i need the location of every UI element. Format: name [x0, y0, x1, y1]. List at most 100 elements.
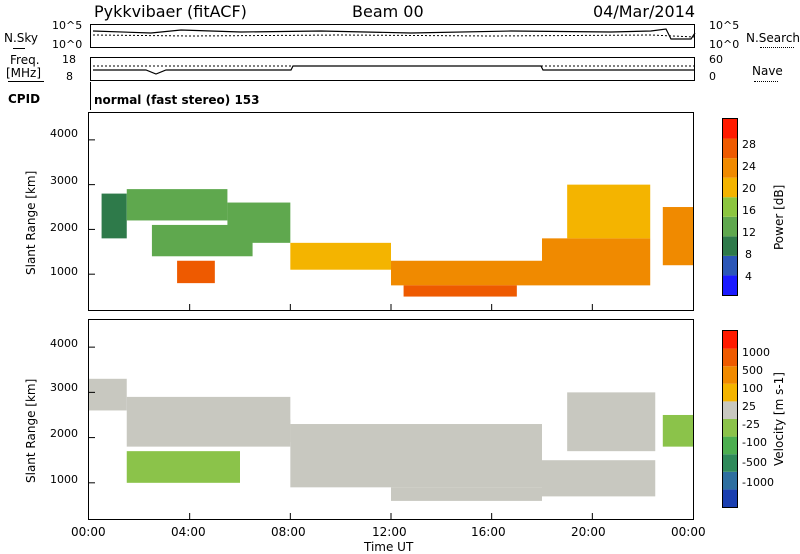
heatmap-cell-10 — [662, 207, 693, 266]
colorbar-segment-0 — [723, 275, 737, 295]
velocity-ytick-1000: 1000 — [50, 473, 78, 486]
nsearch-underline — [760, 47, 794, 48]
velocity-cbar-tick-100: 100 — [742, 382, 763, 395]
freq-panel — [90, 57, 695, 81]
power-heatmap — [89, 139, 693, 310]
freq-underline — [8, 81, 44, 82]
nsky-label: N.Sky — [4, 31, 39, 45]
nave-tick-high: 60 — [709, 53, 723, 66]
colorbar-segment-2 — [723, 236, 737, 256]
colorbar-segment-3 — [723, 216, 737, 237]
power-colorbar — [722, 118, 738, 296]
cpid-divider — [90, 82, 91, 110]
xtick-4: 16:00 — [471, 525, 506, 539]
nsearch-label: N.Search — [746, 31, 800, 45]
colorbar-segment-0 — [723, 489, 737, 507]
power-cbar-tick-4: 4 — [745, 270, 752, 283]
velocity-cbar-tick-neg500: -500 — [742, 456, 767, 469]
power-cbar-tick-12: 12 — [742, 226, 756, 239]
velocity-cbar-label: Velocity [m s-1] — [772, 372, 786, 466]
colorbar-segment-7 — [723, 138, 737, 159]
velocity-ytick-4000: 4000 — [50, 337, 78, 350]
heatmap-cell-0 — [101, 193, 127, 239]
beam-title: Beam 00 — [352, 2, 424, 21]
velocity-cbar-tick-neg1000: -1000 — [742, 476, 774, 489]
velocity-colorbar-fill — [723, 331, 737, 507]
nave-underline — [754, 81, 778, 82]
heatmap-cell-1 — [126, 189, 228, 221]
xtick-0: 00:00 — [71, 525, 106, 539]
heatmap-cell-5 — [391, 487, 542, 501]
power-ytick-3000: 3000 — [50, 174, 78, 187]
colorbar-segment-8 — [723, 348, 737, 367]
xtick-3: 12:00 — [372, 525, 407, 539]
heatmap-cell-4 — [177, 260, 215, 284]
power-cbar-tick-16: 16 — [742, 204, 756, 217]
power-ylabel: Slant Range [km] — [24, 170, 38, 275]
colorbar-segment-1 — [723, 255, 737, 276]
colorbar-segment-1 — [723, 471, 737, 490]
nave-tick-low: 0 — [709, 70, 716, 83]
date-title: 04/Mar/2014 — [593, 2, 696, 21]
heatmap-cell-8 — [662, 414, 693, 447]
xtick-1: 04:00 — [171, 525, 206, 539]
power-ytick-1000: 1000 — [50, 265, 78, 278]
nsearch-tick-low: 10^0 — [709, 38, 740, 51]
colorbar-segment-2 — [723, 454, 737, 472]
colorbar-segment-9 — [723, 331, 737, 349]
power-cbar-tick-20: 20 — [742, 182, 756, 195]
velocity-ytick-3000: 3000 — [50, 381, 78, 394]
freq-tick-low: 8 — [66, 70, 73, 83]
power-panel — [88, 112, 694, 311]
heatmap-cell-4 — [290, 424, 542, 488]
nsky-trace — [92, 28, 696, 40]
power-cbar-tick-8: 8 — [745, 248, 752, 261]
colorbar-segment-8 — [723, 119, 737, 139]
xaxis-label: Time UT — [364, 540, 414, 554]
colorbar-segment-6 — [723, 158, 737, 178]
nsearch-tick-high: 10^5 — [709, 19, 740, 32]
velocity-heatmap — [89, 346, 693, 519]
heatmap-cell-5 — [290, 242, 391, 270]
cpid-label: CPID — [8, 92, 41, 106]
cpid-text: normal (fast stereo) 153 — [94, 93, 260, 107]
heatmap-cell-3 — [227, 202, 291, 243]
heatmap-cell-0 — [89, 378, 127, 411]
power-colorbar-fill — [723, 119, 737, 295]
xtick-2: 08:00 — [271, 525, 306, 539]
nsky-tick-low: 10^0 — [52, 38, 83, 51]
velocity-cbar-tick-neg100: -100 — [742, 436, 767, 449]
velocity-cbar-tick-neg25: -25 — [742, 418, 760, 431]
freq-tick-high: 18 — [62, 53, 76, 66]
power-ytick-4000: 4000 — [50, 127, 78, 140]
colorbar-segment-7 — [723, 366, 737, 384]
colorbar-segment-6 — [723, 383, 737, 402]
heatmap-cell-6 — [542, 460, 656, 497]
colorbar-segment-3 — [723, 436, 737, 455]
nave-label: Nave — [752, 64, 783, 78]
station-title: Pykkvibaer (fitACF) — [94, 2, 247, 21]
power-cbar-label: Power [dB] — [772, 184, 786, 250]
heatmap-cell-7 — [403, 285, 517, 297]
colorbar-segment-4 — [723, 197, 737, 217]
velocity-panel — [88, 319, 694, 520]
colorbar-segment-4 — [723, 419, 737, 437]
velocity-cbar-tick-25: 25 — [742, 400, 756, 413]
colorbar-segment-5 — [723, 401, 737, 419]
heatmap-cell-2 — [126, 451, 240, 483]
velocity-ylabel: Slant Range [km] — [24, 378, 38, 483]
velocity-colorbar — [722, 330, 738, 508]
xtick-6: 00:00 — [671, 525, 706, 539]
power-ytick-2000: 2000 — [50, 221, 78, 234]
xtick-5: 20:00 — [571, 525, 606, 539]
freq-units: [MHz] — [6, 66, 42, 80]
colorbar-segment-5 — [723, 177, 737, 198]
heatmap-cell-3 — [240, 419, 291, 443]
heatmap-cell-7 — [567, 392, 656, 452]
power-cbar-tick-28: 28 — [742, 138, 756, 151]
freq-trace — [93, 65, 695, 75]
velocity-cbar-tick-1000: 1000 — [742, 346, 770, 359]
nsky-panel — [90, 24, 696, 48]
heatmap-cell-8 — [542, 238, 651, 286]
nsky-underline — [13, 48, 25, 49]
